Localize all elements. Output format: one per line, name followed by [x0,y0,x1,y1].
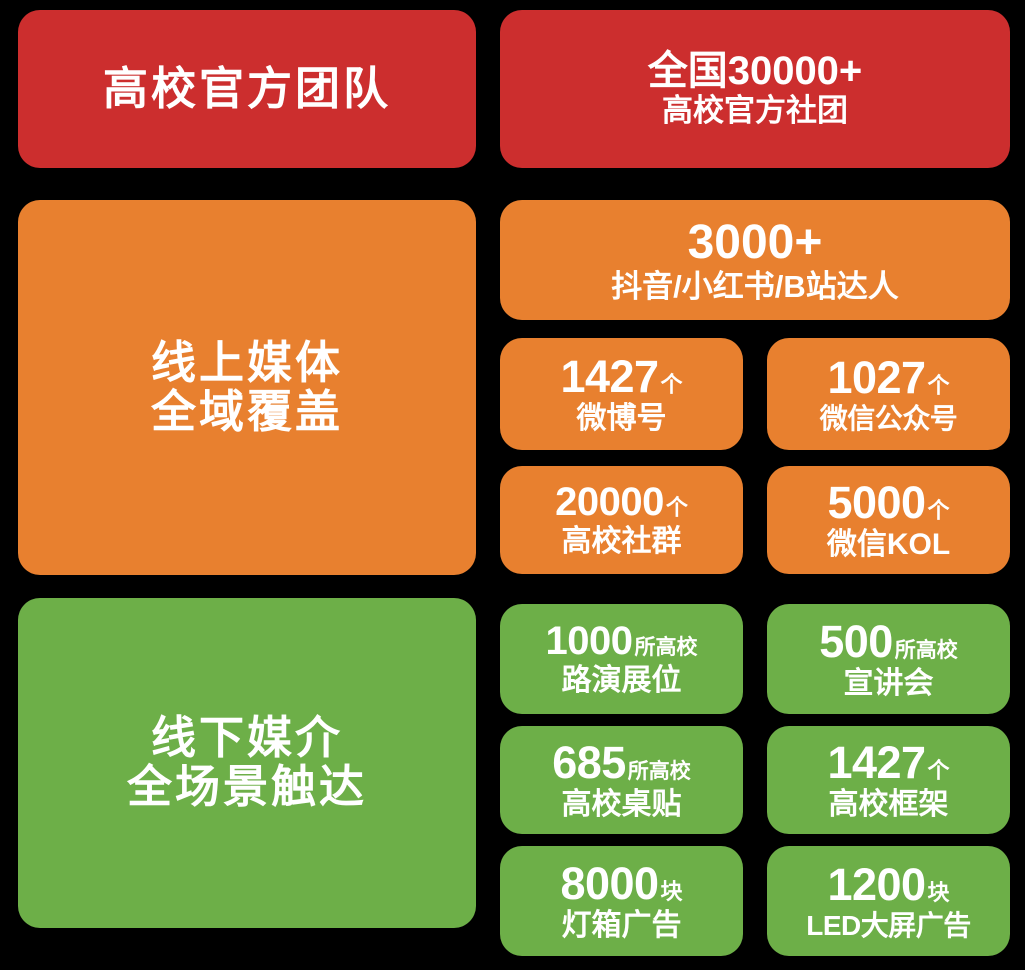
banner-sublabel-clubs: 高校官方社团 [662,93,848,129]
stat-label-campus-groups: 高校社群 [561,525,682,559]
stat-number-led: 1200 [827,858,926,910]
stat-card-lightbox-ads: 8000 块 灯箱广告 [500,846,743,956]
banner-number-clubs: 全国30000+ [647,49,863,94]
stat-label-talks: 宣讲会 [843,667,934,701]
stat-label-led: LED大屏广告 [806,910,971,942]
stat-card-campus-groups: 20000 个 高校社群 [500,466,743,574]
stat-number-desk: 685 [552,736,626,788]
stat-number-frame: 1427 [827,736,926,788]
stat-number-talks: 500 [819,615,893,667]
stat-number-roadshow: 1000 [545,619,633,664]
stat-top-desk: 685 所高校 [552,736,691,788]
stat-number-wechat-mp: 1027 [827,351,926,403]
stat-label-roadshow: 路演展位 [561,664,682,698]
stat-label-wechat-mp: 微信公众号 [819,403,958,435]
section-card-team: 高校官方团队 [18,10,476,168]
stat-number-lightbox: 8000 [560,857,659,909]
stat-top-campus-groups: 20000 个 [555,481,688,524]
stat-top-wechat-mp: 1027 个 [827,351,950,403]
stat-unit-lightbox: 块 [660,878,683,904]
stat-unit-wechat-kol: 个 [927,497,950,523]
banner-sublabel-influencers: 抖音/小红书/B站达人 [611,268,899,304]
section-card-offline-media: 线下媒介 全场景触达 [18,598,476,928]
stat-label-weibo: 微博号 [576,402,667,436]
banner-card-official-clubs: 全国30000+ 高校官方社团 [500,10,1010,168]
stat-top-roadshow: 1000 所高校 [546,620,698,663]
stat-label-desk: 高校桌贴 [561,788,682,822]
stat-top-talks: 500 所高校 [819,615,958,667]
stat-card-campus-talks: 500 所高校 宣讲会 [767,604,1010,714]
stat-top-wechat-kol: 5000 个 [827,476,950,528]
stat-card-roadshow-booths: 1000 所高校 路演展位 [500,604,743,714]
section-label-offline-line-2: 全场景触达 [126,761,367,812]
stat-top-weibo: 1427 个 [560,350,683,402]
stat-label-frame: 高校框架 [828,788,949,822]
banner-card-influencers: 3000+ 抖音/小红书/B站达人 [500,200,1010,320]
section-card-online-media: 线上媒体 全域覆盖 [18,200,476,575]
stat-top-lightbox: 8000 块 [560,857,683,909]
stat-top-led: 1200 块 [827,858,950,910]
stat-label-lightbox: 灯箱广告 [561,909,682,943]
stat-number-weibo: 1427 [560,350,659,402]
section-label-team-line-1: 高校官方团队 [102,62,391,114]
stat-unit-wechat-mp: 个 [927,372,950,398]
stat-unit-desk: 所高校 [627,759,691,783]
stat-unit-talks: 所高校 [894,638,958,662]
stat-card-weibo-accounts: 1427 个 微博号 [500,338,743,450]
stat-card-wechat-kol: 5000 个 微信KOL [767,466,1010,574]
stat-unit-campus-groups: 个 [665,495,688,521]
stat-label-wechat-kol: 微信KOL [826,528,951,562]
stat-unit-weibo: 个 [660,371,683,397]
stat-number-wechat-kol: 5000 [827,476,926,528]
section-label-offline-line-1: 线下媒介 [150,712,343,764]
stat-unit-frame: 个 [927,757,950,783]
stat-card-campus-frames: 1427 个 高校框架 [767,726,1010,834]
stat-unit-roadshow: 所高校 [634,636,698,660]
stat-top-frame: 1427 个 [827,736,950,788]
banner-number-influencers: 3000+ [687,215,823,269]
section-label-online-line-1: 线上媒体 [150,336,343,388]
stat-card-led-screen-ads: 1200 块 LED大屏广告 [767,846,1010,956]
stat-card-desk-stickers: 685 所高校 高校桌贴 [500,726,743,834]
stat-unit-led: 块 [927,879,950,905]
stat-card-wechat-official-accounts: 1027 个 微信公众号 [767,338,1010,450]
stat-number-campus-groups: 20000 [555,480,664,525]
section-label-online-line-2: 全域覆盖 [150,385,343,437]
